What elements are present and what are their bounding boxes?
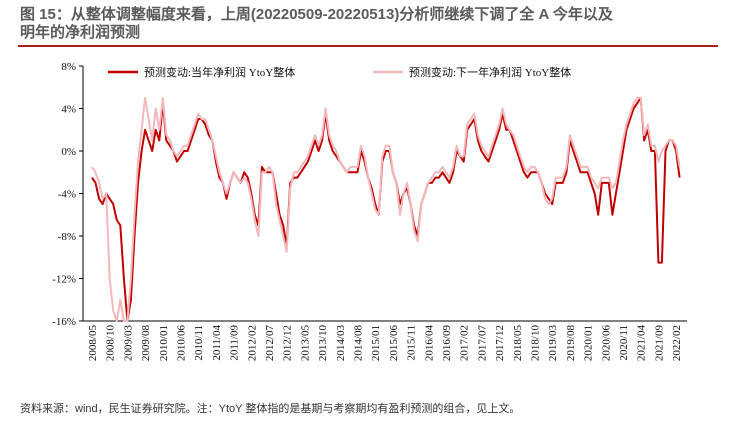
x-tick-label: 2014/03: [335, 325, 347, 362]
x-tick-label: 2012/12: [282, 325, 294, 361]
x-tick-label: 2013/05: [299, 325, 311, 362]
x-tick-label: 2010/11: [193, 325, 205, 361]
x-tick-label: 2008/05: [87, 325, 99, 362]
legend-label: 预测变动:下一年净利润 YtoY整体: [409, 65, 571, 79]
x-tick-label: 2008/10: [105, 325, 117, 362]
source-note: 资料来源：wind，民生证券研究院。注：YtoY 整体指的是基期与考察期均有盈利…: [20, 403, 521, 415]
x-tick-label: 2018/10: [530, 325, 542, 362]
x-tick-label: 2012/07: [264, 325, 276, 362]
x-tick-label: 2010/06: [176, 325, 188, 362]
legend-label: 预测变动:当年净利润 YtoY整体: [144, 65, 295, 79]
x-tick-label: 2015/01: [370, 325, 382, 361]
x-tick-label: 2010/01: [158, 325, 170, 361]
x-tick-label: 2021/04: [636, 325, 648, 362]
y-tick-label: 8%: [61, 61, 76, 73]
y-tick-label: -8%: [58, 231, 76, 243]
x-tick-label: 2018/05: [512, 325, 524, 362]
series-line: [91, 96, 681, 322]
x-tick-label: 2011/09: [229, 325, 241, 361]
x-tick-label: 2015/11: [406, 325, 418, 361]
x-tick-label: 2017/07: [476, 325, 488, 362]
x-tick-label: 2013/10: [317, 325, 329, 362]
x-tick-label: 2020/01: [583, 325, 595, 361]
x-tick-label: 2017/02: [459, 325, 471, 361]
title-rule: [18, 45, 718, 47]
chart: -16% -12% -8% -4% 0% 4% 8% 2008/05 2008/10 2009/0…: [52, 61, 687, 362]
x-tick-label: 2019/08: [565, 325, 577, 362]
y-tick-label: -12%: [52, 274, 76, 286]
y-tick-label: 4%: [61, 104, 76, 116]
y-tick-label: -4%: [58, 189, 76, 201]
x-tick-label: 2016/09: [441, 325, 453, 362]
x-tick-label: 2021/09: [653, 325, 665, 362]
figure-title: 图 15：从整体调整幅度来看，上周(20220509-20220513)分析师继…: [20, 6, 720, 42]
x-tick-label: 2009/08: [140, 325, 152, 362]
x-tick-label: 2012/02: [246, 325, 258, 361]
y-tick-label: -16%: [52, 316, 76, 328]
x-tick-label: 2020/06: [600, 325, 612, 362]
x-tick-label: 2015/06: [388, 325, 400, 362]
title-line: 图 15：从整体调整幅度来看，上周(20220509-20220513)分析师继…: [20, 6, 613, 23]
x-tick-label: 2022/02: [671, 325, 683, 361]
y-tick-label: 0%: [61, 146, 76, 158]
x-tick-label: 2017/12: [494, 325, 506, 361]
x-tick-label: 2014/08: [353, 325, 365, 362]
x-tick-label: 2011/04: [211, 325, 223, 361]
series-line: [91, 96, 681, 322]
x-tick-label: 2009/03: [122, 325, 134, 362]
x-tick-label: 2019/03: [547, 325, 559, 362]
x-tick-label: 2020/11: [618, 325, 630, 361]
title-line: 明年的净利润预测: [20, 24, 141, 41]
x-tick-label: 2016/04: [423, 325, 435, 362]
